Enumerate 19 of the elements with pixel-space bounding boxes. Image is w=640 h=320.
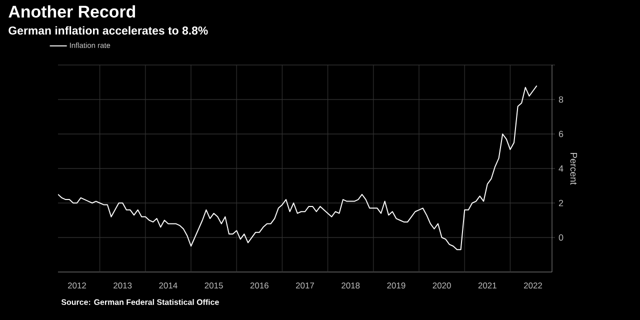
x-tick-label: 2016: [250, 282, 268, 289]
y-tick-label: 0: [558, 234, 564, 241]
y-tick-label: 8: [558, 96, 564, 103]
x-tick-label: 2021: [478, 282, 496, 289]
y-tick-label: 2: [558, 200, 564, 206]
x-tick-label: 2014: [159, 282, 178, 289]
x-tick-label: 2012: [68, 282, 86, 289]
y-tick-label: 4: [558, 165, 564, 172]
x-tick-label: 2015: [204, 282, 223, 289]
x-tick-label: 2013: [114, 282, 132, 289]
y-axis-title: Percent: [570, 152, 577, 185]
y-tick-label: 6: [558, 130, 564, 138]
x-tick-label: 2020: [432, 282, 451, 289]
x-tick-label: 2018: [342, 282, 360, 289]
chart-title: Another Record: [8, 5, 136, 18]
x-tick-label: 2019: [387, 282, 406, 289]
chart-subtitle: German inflation accelerates to 8.8%: [8, 26, 208, 35]
x-tick-label: 2017: [296, 282, 314, 289]
x-tick-label: 2022: [524, 282, 542, 289]
